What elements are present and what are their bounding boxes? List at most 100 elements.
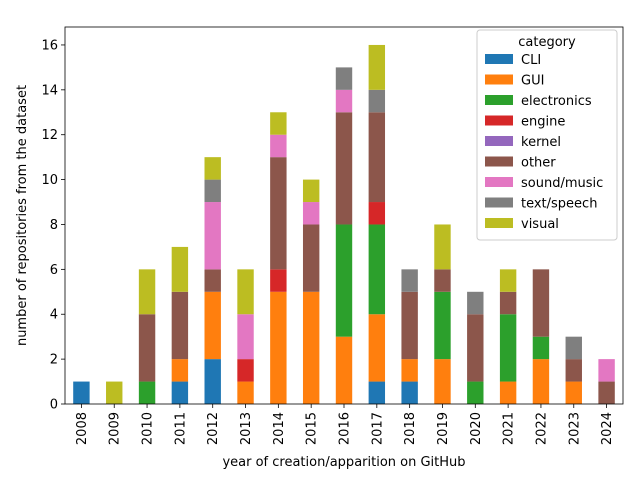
y-tick-label: 14 — [41, 83, 58, 98]
y-tick-label: 10 — [41, 173, 58, 188]
y-tick-label: 12 — [41, 128, 58, 143]
y-tick-label: 0 — [50, 398, 58, 413]
legend-swatch-visual — [485, 218, 513, 228]
bar-2012-gui — [204, 291, 221, 360]
bar-2013-gui — [237, 381, 254, 404]
legend-label-visual: visual — [521, 217, 559, 232]
legend-label-text-speech: text/speech — [521, 197, 597, 212]
bar-2024-sound-music — [598, 359, 615, 382]
legend-label-electronics: electronics — [521, 94, 592, 109]
x-tick-label: 2018 — [403, 412, 418, 445]
x-tick-label: 2019 — [436, 412, 451, 445]
x-tick-label: 2023 — [567, 412, 582, 445]
bar-2012-text-speech — [204, 179, 221, 203]
legend-swatch-engine — [485, 115, 513, 126]
bar-2022-electronics — [532, 336, 550, 360]
bar-2014-sound-music — [270, 134, 287, 158]
legend-items: CLI GUI electronics engine kernel other sound/… — [485, 53, 603, 232]
bar-2009-visual — [106, 381, 123, 404]
bar-2011-cli — [171, 381, 189, 404]
bars-layer — [73, 44, 615, 404]
bar-2010-electronics — [138, 381, 156, 404]
x-tick-label: 2015 — [305, 412, 320, 445]
y-axis-label: number of repositories from the dataset — [15, 85, 30, 346]
bar-2014-visual — [270, 112, 287, 135]
bar-2017-electronics — [368, 224, 386, 315]
x-tick-label: 2024 — [600, 412, 615, 445]
bar-2011-visual — [171, 246, 189, 292]
x-axis: 2008 2009 2010 2011 2012 2013 2014 2015 2016 2017… — [75, 404, 615, 445]
bar-2014-gui — [270, 291, 287, 404]
legend-label-other: other — [521, 156, 556, 171]
x-tick-label: 2013 — [239, 412, 254, 445]
bar-2012-other — [204, 269, 221, 292]
legend-swatch-kernel — [485, 136, 513, 146]
bar-2015-gui — [302, 291, 320, 404]
bar-2019-other — [434, 269, 451, 292]
legend-swatch-other — [485, 156, 513, 167]
bar-2017-engine — [368, 202, 386, 225]
bar-2023-other — [565, 359, 582, 382]
x-tick-label: 2021 — [502, 412, 517, 445]
legend-label-cli: CLI — [521, 53, 541, 68]
legend-label-gui: GUI — [521, 74, 544, 89]
bar-2018-gui — [401, 359, 418, 382]
bar-2014-other — [270, 157, 287, 270]
legend-label-sound-music: sound/music — [521, 176, 603, 191]
bar-2022-other — [532, 269, 550, 337]
bar-2021-other — [499, 291, 517, 315]
bar-2024-other — [598, 381, 615, 404]
bar-2008-cli — [73, 381, 90, 404]
bar-2013-engine — [237, 359, 254, 382]
bar-2012-visual — [204, 157, 221, 180]
bar-2013-sound-music — [237, 314, 254, 360]
x-axis-label: year of creation/apparition on GitHub — [222, 455, 465, 470]
x-tick-label: 2008 — [75, 412, 90, 445]
bar-2018-cli — [401, 381, 418, 404]
x-tick-label: 2012 — [206, 412, 221, 445]
legend-swatch-sound-music — [485, 177, 513, 187]
bar-2010-visual — [138, 269, 156, 315]
bar-2020-other — [467, 314, 484, 382]
bar-2017-cli — [368, 381, 386, 404]
legend-swatch-electronics — [485, 95, 513, 105]
bar-2018-text-speech — [401, 269, 418, 292]
bar-2020-electronics — [467, 381, 484, 404]
bar-2017-visual — [368, 44, 386, 90]
bar-2022-gui — [532, 359, 550, 404]
bar-2011-gui — [171, 359, 189, 382]
bar-2015-sound-music — [302, 202, 320, 225]
y-tick-label: 2 — [50, 353, 58, 368]
legend-label-engine: engine — [521, 115, 565, 130]
bar-2016-text-speech — [335, 67, 353, 90]
x-tick-label: 2017 — [370, 412, 385, 445]
bar-2020-text-speech — [467, 291, 484, 315]
bar-2010-other — [138, 314, 156, 382]
x-tick-label: 2020 — [469, 412, 484, 445]
bar-2021-gui — [499, 381, 517, 404]
y-tick-label: 4 — [50, 308, 58, 323]
bar-2017-other — [368, 112, 386, 203]
legend-title: category — [518, 35, 576, 50]
bar-2016-electronics — [335, 224, 353, 337]
legend: category CLI GUI electronics engine kernel ot… — [476, 29, 618, 241]
bar-2023-text-speech — [565, 336, 582, 360]
bar-2016-other — [335, 112, 353, 225]
bar-2019-visual — [434, 224, 451, 270]
y-axis: 0 2 4 6 8 10 12 14 16 — [41, 38, 65, 413]
bar-2016-gui — [335, 336, 353, 404]
legend-label-kernel: kernel — [521, 135, 561, 150]
bar-2012-cli — [204, 359, 221, 404]
bar-2016-sound-music — [335, 89, 353, 113]
bar-2012-sound-music — [204, 202, 221, 270]
legend-swatch-cli — [485, 54, 513, 64]
bar-2018-other — [401, 291, 418, 360]
x-tick-label: 2022 — [534, 412, 549, 445]
bar-2017-text-speech — [368, 89, 386, 113]
x-tick-label: 2009 — [108, 412, 123, 445]
bar-2021-electronics — [499, 314, 517, 382]
bar-2015-visual — [302, 179, 320, 203]
bar-2014-engine — [270, 269, 287, 292]
bar-2019-electronics — [434, 291, 451, 360]
